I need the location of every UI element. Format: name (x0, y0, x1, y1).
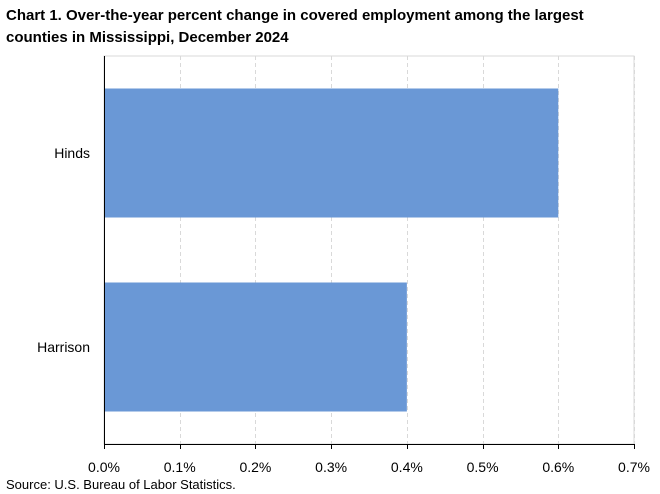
x-tick-label-0: 0.0% (88, 459, 120, 475)
bar-harrison (104, 282, 407, 412)
category-label-hinds: Hinds (54, 145, 90, 161)
x-tick-label-5: 0.5% (467, 459, 499, 475)
x-tick-label-7: 0.7% (618, 459, 650, 475)
x-tick-label-1: 0.1% (164, 459, 196, 475)
x-tick-label-3: 0.3% (315, 459, 347, 475)
bar-hinds (104, 88, 559, 218)
category-label-harrison: Harrison (37, 339, 90, 355)
x-tick-label-6: 0.6% (542, 459, 574, 475)
chart-title: Chart 1. Over-the-year percent change in… (6, 7, 584, 46)
x-tick-label-2: 0.2% (239, 459, 271, 475)
x-tick-label-4: 0.4% (391, 459, 423, 475)
source-note: Source: U.S. Bureau of Labor Statistics. (6, 477, 236, 492)
